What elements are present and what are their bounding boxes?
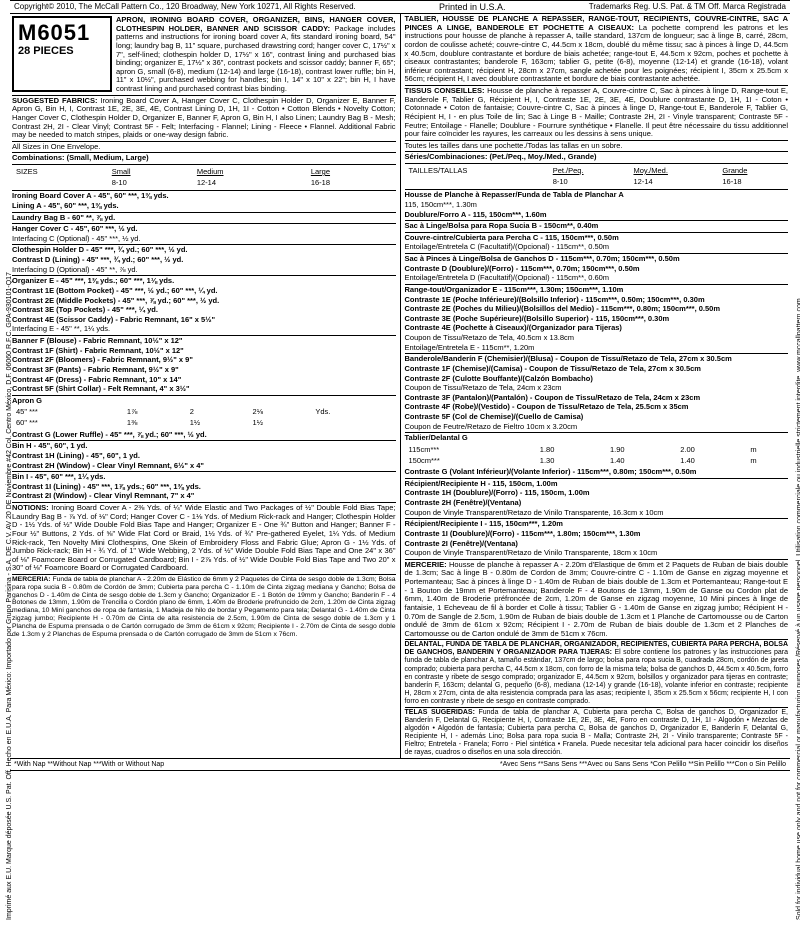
item-f1: Contrast 1F (Shirt) - Fabric Remnant, 10… [12, 347, 396, 356]
range-e-5: Coupon de Tissu/Retazo de Tela, 40.5cm x… [405, 334, 789, 343]
page: Copyright© 2010, The McCall Pattern Co.,… [10, 0, 790, 771]
desc-en: Package includes patterns and instructio… [116, 24, 396, 93]
right-column: TABLIER, HOUSSE DE PLANCHE A REPASSER, R… [401, 14, 791, 758]
printed-in: Printed in U.S.A. [439, 2, 506, 12]
copyright: Copyright© 2010, The McCall Pattern Co.,… [14, 2, 356, 12]
range-e-1: Contraste 1E (Poche Inférieure)/(Bolsill… [405, 296, 789, 305]
item-d: Clothespin Holder D - 45" ***, ¾ yd.; 60… [12, 246, 396, 255]
item-d2: Contrast D (Lining) - 45" ***, ¾ yd.; 60… [12, 256, 396, 265]
rec-h-3: Coupon de Vinyle Transparent/Retazo de V… [405, 509, 789, 518]
combinations: Combinations: (Small, Medium, Large) [12, 154, 396, 163]
item-d3: Interfacing D (Optional) - 45" **, ⅞ yd. [12, 266, 396, 275]
item-f5: Contrast 5F (Shirt Collar) - Felt Remnan… [12, 385, 396, 394]
band-f-2: Contraste 2F (Culotte Bouffante)/(Calzón… [405, 375, 789, 384]
range-e-4: Contraste 4E (Pochette à Ciseaux)/(Organ… [405, 324, 789, 333]
tablier-g-title: Tablier/Delantal G [405, 434, 789, 443]
rec-i-0: Récipient/Recipiente I - 115, 150cm***, … [405, 520, 789, 529]
item-e: Organizer E - 45" ***, 1⅜ yds.; 60" ***,… [12, 277, 396, 286]
bin-h-0: Bin H - 45", 60", 1 yd. [12, 442, 396, 451]
pieces: 28 PIECES [18, 45, 106, 58]
footnote: *With Nap **Without Nap ***With or Witho… [10, 758, 790, 770]
item-f2: Contrast 2F (Bloomers) - Fabric Remnant,… [12, 356, 396, 365]
bin-i-2: Contrast 2I (Window) - Clear Vinyl Remna… [12, 492, 396, 501]
trademark: Trademarks Reg. U.S. Pat. & TM Off. Marc… [589, 2, 786, 12]
left-column: M6051 28 PIECES APRON, IRONING BOARD COV… [10, 14, 401, 758]
band-f-0: Banderole/Banderín F (Chemisier)/(Blusa)… [405, 355, 789, 364]
item-e4: Contrast 4E (Scissor Caddy) - Fabric Rem… [12, 316, 396, 325]
tissus: TISSUS CONSEILLES: Housse de planche à r… [405, 87, 789, 139]
range-e-2: Contraste 2E (Poches du Milieu)/(Bolsill… [405, 305, 789, 314]
apron-g-title: Apron G [12, 397, 396, 406]
sac-b: Sac à Linge/Bolsa para Ropa Sucia B - 15… [405, 222, 789, 231]
sizes-table-en: SIZESSmallMediumLarge 8-1012-1416-18 [12, 166, 396, 189]
band-f-4: Contraste 3F (Pantalon)/(Pantalón) - Cou… [405, 394, 789, 403]
rec-h-2: Contraste 2H (Fenêtre)/(Ventana) [405, 499, 789, 508]
footnote-right: *Avec Sens **Sans Sens ***Avec ou Sans S… [500, 761, 786, 768]
item-e3: Contrast 3E (Top Pockets) - 45" ***, ¼ y… [12, 306, 396, 315]
side-text-left: Imprimé aux E.U. Marque déposée U.S. Pat… [6, 20, 13, 920]
fabrics-en: SUGGESTED FABRICS: Ironing Board Cover A… [12, 97, 396, 140]
pochette: Toutes les tailles dans une pochette./To… [405, 142, 789, 151]
apron-g-table: 45" ***1⅞22⅛Yds. 60" ***1⅜1½1½ [12, 406, 396, 429]
housse-a-2: Doublure/Forro A - 115, 150cm***, 1.60m [405, 211, 789, 220]
footnote-left: *With Nap **Without Nap ***With or Witho… [14, 761, 164, 768]
tablier-g-ruffle: Contraste G (Volant Inférieur)/(Volante … [405, 468, 789, 477]
description-en: APRON, IRONING BOARD COVER, ORGANIZER, B… [116, 14, 396, 94]
item-c2: Interfacing C (Optional) - 45" ***, ½ yd… [12, 235, 396, 244]
series: Séries/Combinaciones: (Pet./Peq., Moy./M… [405, 153, 789, 162]
side-text-right: Sold for individual home use only and no… [796, 20, 800, 920]
notions: NOTIONS: Ironing Board Cover A - 2⅜ Yds.… [12, 504, 396, 573]
range-e-6: Entoilage/Entretela E - 115cm**, 1.20m [405, 344, 789, 353]
band-f-6: Contraste 5F (Col de Chemise)/(Cuello de… [405, 413, 789, 422]
sac-d-2: Entoilage/Entretela D (Facultatif)/(Opci… [405, 274, 789, 283]
item-b: Laundry Bag B - 60" **, ⅞ yd. [12, 214, 396, 223]
mercerie: MERCERIE: Housse de planche à repasser A… [405, 561, 789, 639]
telas: DELANTAL, FUNDA DE TABLA DE PLANCHAR, OR… [405, 641, 789, 705]
rec-h-0: Récipient/Recipiente H - 115, 150cm, 1.0… [405, 480, 789, 489]
housse-a-1: 115, 150cm***, 1.30m [405, 201, 789, 210]
rec-i-2: Contraste 2I (Fenêtre)/(Ventana) [405, 540, 789, 549]
sac-d-0: Sac à Pinces à Linge/Bolsa de Ganchos D … [405, 255, 789, 264]
envelope: All Sizes in One Envelope. [12, 143, 396, 152]
item-f: Banner F (Blouse) - Fabric Remnant, 10½"… [12, 337, 396, 346]
header-block: M6051 28 PIECES APRON, IRONING BOARD COV… [12, 14, 396, 94]
telas2: TELAS SUGERIDAS: Funda de tabla de planc… [405, 709, 789, 757]
item-a: Ironing Board Cover A - 45", 60" ***, 1⅜… [12, 192, 396, 201]
band-f-5: Contraste 4F (Robe)/(Vestido) - Coupon d… [405, 403, 789, 412]
bin-h-2: Contrast 2H (Window) - Clear Vinyl Remna… [12, 462, 396, 471]
sizes-table-fr: TAILLES/TALLASPet./Peq.Moy./Med.Grande 8… [405, 165, 789, 188]
item-f3: Contrast 3F (Pants) - Fabric Remnant, 9½… [12, 366, 396, 375]
range-e-0: Range-tout/Organizador E - 115cm***, 1.3… [405, 286, 789, 295]
pattern-number: M6051 [18, 20, 106, 45]
bin-i-0: Bin I - 45", 60" ***, 1¼ yds. [12, 473, 396, 482]
item-e1: Contrast 1E (Bottom Pocket) - 45" ***, ½… [12, 287, 396, 296]
band-f-3: Coupon de Tissu/Retazo de Tela, 24cm x 2… [405, 384, 789, 393]
top-bar: Copyright© 2010, The McCall Pattern Co.,… [10, 1, 790, 14]
band-f-1: Contraste 1F (Chemise)/(Camisa) - Coupon… [405, 365, 789, 374]
rec-i-3: Coupon de Vinyle Transparent/Retazo de V… [405, 549, 789, 558]
sac-d-1: Contraste D (Doublure)/(Forro) - 115cm**… [405, 265, 789, 274]
columns: M6051 28 PIECES APRON, IRONING BOARD COV… [10, 14, 790, 758]
item-lining-a: Lining A - 45", 60" ***, 1⅜ yds. [12, 202, 396, 211]
item-e2: Contrast 2E (Middle Pockets) - 45" ***, … [12, 297, 396, 306]
item-c: Hanger Cover C - 45", 60" ***, ½ yd. [12, 225, 396, 234]
couvre-c-0: Couvre-cintre/Cubierta para Percha C - 1… [405, 234, 789, 243]
pattern-box: M6051 28 PIECES [12, 16, 112, 92]
range-e-3: Contraste 3E (Poche Supérieure)/(Bolsill… [405, 315, 789, 324]
rec-i-1: Contraste 1I (Doublure)/(Forro) - 115cm*… [405, 530, 789, 539]
bin-i-1: Contrast 1I (Lining) - 45" ***, 1⅞ yds.;… [12, 483, 396, 492]
housse-a-0: Housse de Planche à Repasser/Funda de Ta… [405, 191, 789, 200]
merceria: MERCERIA: Funda de tabla de planchar A -… [12, 576, 396, 639]
item-e5: Interfacing E - 45" **, 1¼ yds. [12, 325, 396, 334]
item-f4: Contrast 4F (Dress) - Fabric Remnant, 10… [12, 376, 396, 385]
couvre-c-1: Entoilage/Entretela C (Facultatif)/(Opci… [405, 243, 789, 252]
rec-h-1: Contraste 1H (Doublure)/(Forro) - 115, 1… [405, 489, 789, 498]
band-f-7: Coupon de Feutre/Retazo de Fieltro 10cm … [405, 423, 789, 432]
tablier-g-table: 115cm***1.801.902.00m 150cm***1.301.401.… [405, 444, 789, 467]
bin-h-1: Contrast 1H (Lining) - 45", 60", 1 yd. [12, 452, 396, 461]
apron-g-ruffle: Contrast G (Lower Ruffle) - 45" ***, ⅞ y… [12, 431, 396, 440]
description-fr: TABLIER, HOUSSE DE PLANCHE A REPASSER, R… [405, 15, 789, 84]
